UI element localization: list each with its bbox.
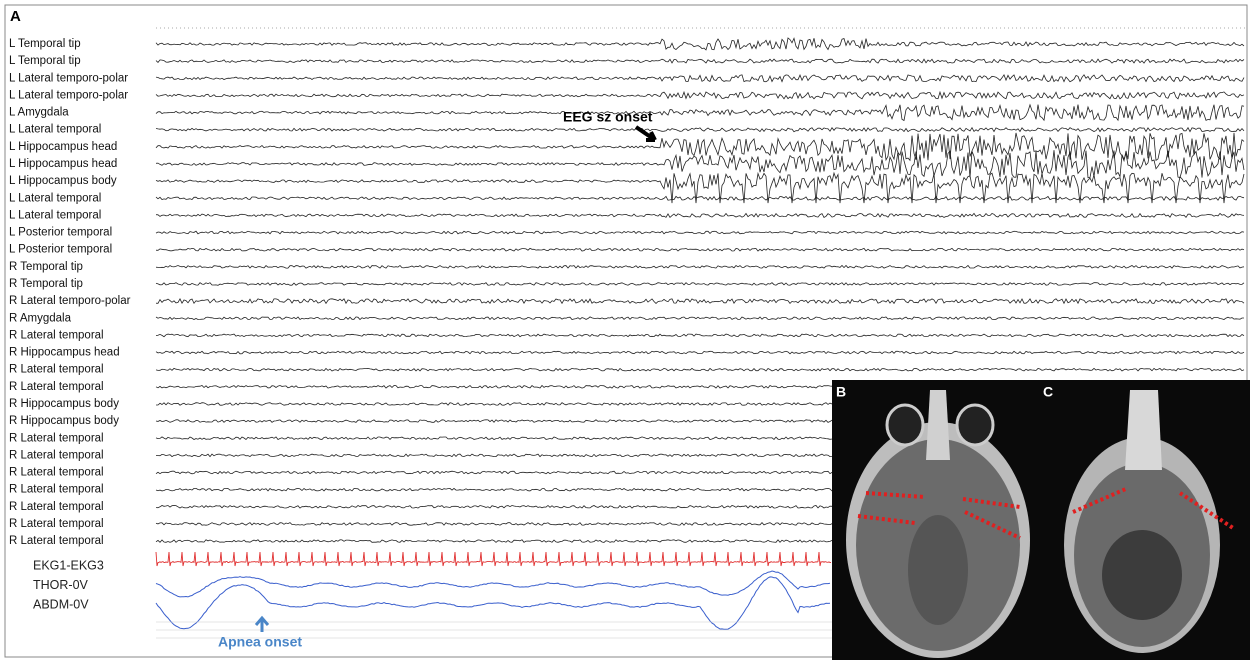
channel-label: R Lateral temporal [9, 329, 104, 341]
channel-label: R Amygdala [9, 312, 72, 324]
channel-label: R Hippocampus head [9, 347, 120, 359]
channel-label: L Lateral temporal [9, 192, 101, 204]
channel-label: R Lateral temporal [9, 484, 104, 496]
channel-label: R Hippocampus body [9, 415, 119, 427]
channel-label: R Temporal tip [9, 261, 83, 273]
channel-label: R Lateral temporo-polar [9, 295, 131, 307]
physio-label: EKG1-EKG3 [33, 558, 104, 572]
mri-c: C [1037, 380, 1250, 660]
channel-label: L Lateral temporal [9, 124, 101, 136]
channel-label: R Lateral temporal [9, 518, 104, 530]
channel-label: L Lateral temporo-polar [9, 72, 128, 84]
channel-label: L Hippocampus body [9, 175, 117, 187]
channel-label: L Amygdala [9, 107, 69, 119]
channel-label: R Hippocampus body [9, 398, 119, 410]
channel-label: R Temporal tip [9, 278, 83, 290]
channel-label: L Posterior temporal [9, 227, 112, 239]
physio-label: THOR-0V [33, 578, 89, 592]
seizure-annotation: EEG sz onset [563, 109, 653, 125]
channel-label: R Lateral temporal [9, 381, 104, 393]
channel-label: L Posterior temporal [9, 244, 112, 256]
channel-label: L Hippocampus head [9, 141, 117, 153]
channel-label: L Lateral temporo-polar [9, 89, 128, 101]
panel-label: A [10, 8, 21, 25]
physio-label: ABDM-0V [33, 597, 89, 611]
channel-label: R Lateral temporal [9, 449, 104, 461]
channel-label: R Lateral temporal [9, 432, 104, 444]
channel-label: L Temporal tip [9, 55, 81, 67]
channel-label: R Lateral temporal [9, 364, 104, 376]
channel-label: L Lateral temporal [9, 209, 101, 221]
channel-label: L Temporal tip [9, 38, 81, 50]
channel-label: R Lateral temporal [9, 535, 104, 547]
apnea-annotation: Apnea onset [218, 634, 302, 650]
channel-label: L Hippocampus head [9, 158, 117, 170]
figure: L Temporal tip L Temporal tip L Lateral te… [0, 0, 1252, 662]
channel-label: R Lateral temporal [9, 467, 104, 479]
channel-label: R Lateral temporal [9, 501, 104, 513]
panel-label: C [1043, 384, 1053, 400]
mri-b: B [832, 380, 1037, 660]
panel-label: B [836, 384, 846, 400]
